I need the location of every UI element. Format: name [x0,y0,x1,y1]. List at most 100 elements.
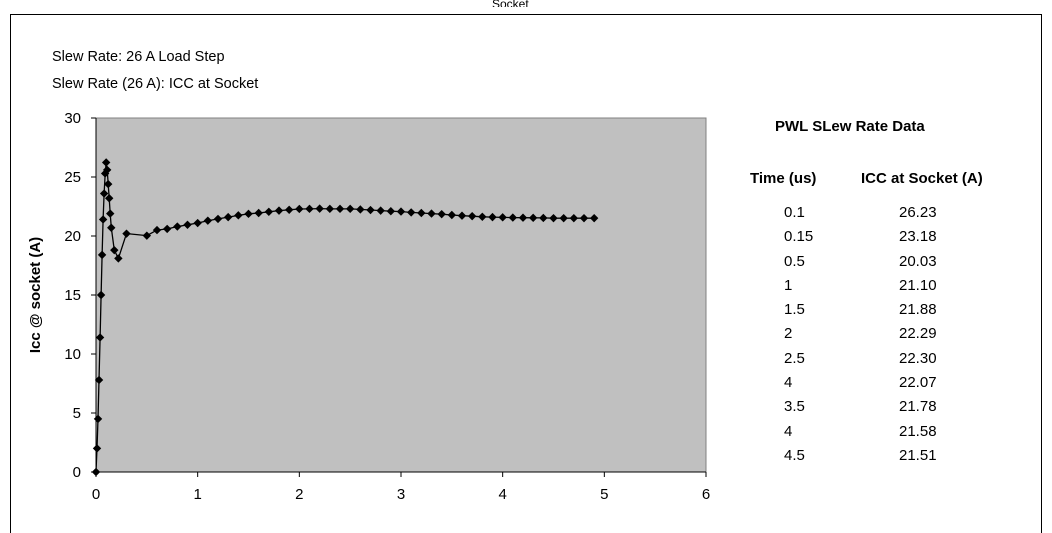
x-tick-label: 5 [600,486,608,503]
data-point [366,205,375,215]
subtitle-line-1: Slew Rate: 26 A Load Step [52,49,225,65]
table-cell-time: 2.5 [784,349,805,367]
x-axis-ticks: 0 1 2 3 4 5 6 [92,472,710,503]
table-cell-icc: 21.78 [899,398,937,416]
table-row: 0.1 26.23 [784,204,1052,228]
table-row: 0.5 20.03 [784,253,1052,277]
data-point [376,206,385,215]
table-cell-time: 0.15 [784,228,814,246]
data-point [106,209,115,218]
table-row: 3.5 21.78 [784,398,1052,422]
y-tick-label: 0 [73,464,81,481]
table-cell-time: 1.5 [784,301,805,319]
x-tick-label: 2 [295,486,303,503]
y-axis-ticks: 0 5 10 15 20 25 30 [64,110,96,481]
table-row: 4 22.07 [784,374,1052,398]
data-point [437,209,446,219]
data-point [234,211,243,220]
data-point [467,211,477,221]
data-point [244,209,253,219]
data-point [142,231,152,240]
data-point [498,213,507,222]
data-point [335,204,345,214]
data-point [396,207,406,216]
table-cell-icc: 22.29 [899,325,937,343]
data-point [508,213,518,222]
y-tick-label: 20 [64,228,81,245]
data-point [579,213,589,223]
data-point [559,213,568,223]
data-point [264,207,274,217]
data-point [213,214,223,224]
table-cell-time: 1 [784,276,793,294]
data-point [101,158,111,167]
table-cell-time: 4.5 [784,446,805,464]
data-point [96,290,106,300]
data-point [94,375,104,385]
y-axis-label: Icc @ socket (A) [27,237,44,353]
data-point [173,222,182,231]
table-cell-icc: 22.30 [899,349,937,367]
table-cell-icc: 22.07 [899,374,937,392]
table-cell-icc: 21.51 [899,446,937,464]
data-point [457,211,467,220]
data-point [93,414,103,424]
data-point [406,208,416,217]
data-point [105,194,114,203]
table-row: 0.15 23.18 [784,228,1052,252]
table-row: 2.5 22.30 [784,350,1052,374]
table-cell-icc: 21.58 [899,422,937,440]
data-point [447,210,457,220]
table-row: 1 21.10 [784,277,1052,301]
x-tick-label: 1 [193,486,201,503]
table-cell-time: 3.5 [784,398,805,416]
chart-frame [10,14,1042,533]
data-point [99,189,109,198]
table-cell-icc: 21.10 [899,276,937,294]
data-point [110,245,119,255]
data-point [274,206,284,215]
data-point [488,212,497,222]
table-cell-icc: 23.18 [899,228,937,246]
table-cell-icc: 26.23 [899,204,937,221]
data-point [95,333,105,342]
table-cell-icc: 21.88 [899,301,937,319]
data-point [325,204,335,214]
table-row: 2 22.29 [784,325,1052,349]
table-header-icc: ICC at Socket (A) [861,170,983,187]
data-point [417,208,426,218]
data-point [315,204,324,213]
table-cell-time: 0.5 [784,252,805,270]
series-markers [91,158,599,477]
y-tick-label: 15 [64,287,81,304]
table-header-time: Time (us) [750,170,817,187]
x-tick-label: 6 [702,486,710,503]
data-point [91,467,101,477]
x-tick-label: 4 [498,486,506,503]
table-cell-time: 0.1 [784,204,805,221]
table-cell-time: 4 [784,374,793,392]
x-tick-label: 3 [397,486,405,503]
data-point [92,444,102,453]
table-title: PWL SLew Rate Data [775,118,925,135]
chart-title-fragment: Socket [492,0,529,7]
data-point [478,212,487,221]
data-point [102,165,112,175]
data-point [104,179,113,189]
data-point [162,224,172,234]
table-body: 0.1 26.23 0.15 23.18 0.5 20.03 1 21.10 1.5 21.88 2… [784,204,1052,471]
series-line [95,162,595,473]
y-tick-label: 25 [64,169,81,186]
data-point [356,205,365,214]
data-point [539,213,548,223]
data-point [569,213,579,223]
data-point [589,213,599,223]
data-point [152,225,162,235]
subtitle-line-2: Slew Rate (26 A): ICC at Socket [52,76,259,92]
data-point [305,204,314,214]
table-row: 1.5 21.88 [784,301,1052,325]
data-point [98,215,108,224]
table-row: 4.5 21.51 [784,447,1052,471]
table-cell-time: 4 [784,422,793,440]
